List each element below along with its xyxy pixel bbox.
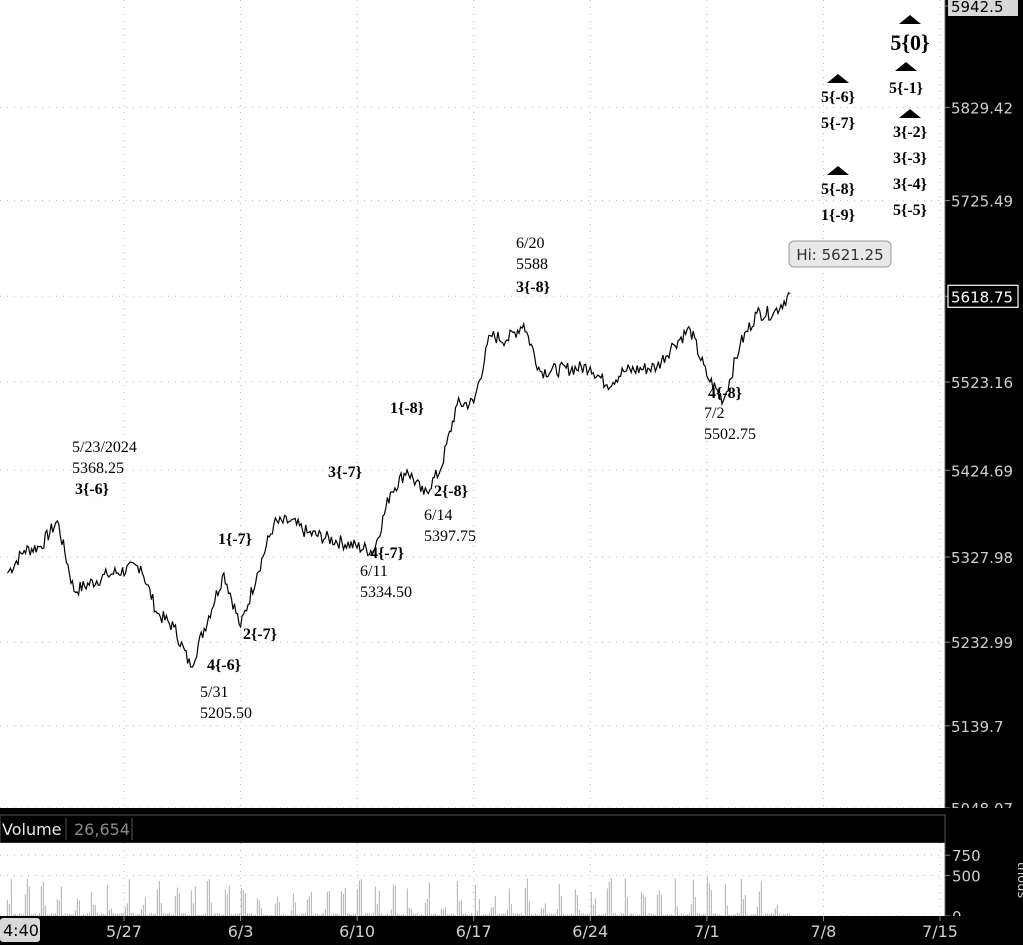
wave-target-4: 5{-8} 1{-9}	[821, 166, 855, 224]
time-cursor-label: 4:40	[3, 921, 39, 940]
volume-axis: 7505000	[945, 847, 981, 926]
wave-label-text: 5/23/2024	[72, 439, 137, 456]
time-axis: 5/27 6/3 6/10 6/17 6/24 7/1 7/8 7/15	[106, 916, 958, 941]
wave-label-4: 3{-7}	[328, 464, 362, 481]
wave-label-text: 5588	[516, 256, 548, 273]
target-wave-label: 1{-9}	[821, 207, 855, 224]
wave-label-text: 5/31	[200, 684, 228, 701]
price-tick-label: 5523.16	[951, 374, 1013, 392]
wave-label-count: 3{-7}	[328, 464, 362, 481]
price-series-line	[6, 291, 791, 669]
target-wave-label: 5{0}	[890, 30, 929, 55]
volume-tick-label: 750	[952, 847, 981, 865]
volume-label: Volume	[2, 820, 62, 839]
price-tick-label: 5232.99	[951, 634, 1013, 652]
target-wave-label: 3{-4}	[893, 176, 927, 193]
wave-label-2: 1{-7}	[218, 531, 252, 548]
price-tick-label: 5424.69	[951, 462, 1013, 480]
price-axis: 5942.5 5829.42 5725.49 5618.75 5523.16 5424.6…	[945, 0, 1019, 818]
wave-label-text: 7/2	[704, 405, 724, 422]
wave-label-text: 6/20	[516, 235, 544, 252]
wave-label-8: 6/20 5588 3{-8}	[516, 235, 550, 296]
last-price-badge	[947, 284, 1019, 308]
target-wave-label: 5{-5}	[893, 202, 927, 219]
volume-header	[0, 814, 946, 844]
wave-label-6: 1{-8}	[390, 400, 424, 417]
wave-label-3: 2{-7}	[243, 626, 277, 643]
wave-label-count: 3{-6}	[75, 481, 109, 498]
wave-label-0: 5/23/2024 5368.25 3{-6}	[72, 439, 137, 498]
price-tick-label: 5139.7	[951, 718, 1004, 736]
wave-label-count: 4{-6}	[207, 657, 241, 674]
high-callout: Hi: 5621.25	[788, 240, 892, 268]
time-tick-label: 7/15	[922, 922, 958, 941]
top-price-label: 5942.5	[951, 0, 1004, 16]
target-wave-label: 5{-1}	[889, 80, 923, 97]
wave-label-1: 5/31 5205.50 4{-6}	[200, 657, 252, 722]
wave-label-count: 4{-8}	[708, 385, 742, 402]
last-price-label: 5618.75	[951, 288, 1013, 306]
wave-label-text: 5397.75	[424, 528, 476, 545]
target-wave-label: 5{-6}	[821, 89, 855, 106]
target-wave-label: 3{-3}	[893, 150, 927, 167]
volume-tick-label: 500	[952, 867, 981, 885]
price-tick-label: 5829.42	[951, 99, 1013, 117]
time-tick-label: 6/3	[228, 922, 254, 941]
wave-label-text: 5368.25	[72, 460, 124, 477]
target-triangle-icon	[899, 15, 921, 24]
wave-label-text: 5502.75	[704, 426, 756, 443]
wave-label-text: 5205.50	[200, 705, 252, 722]
wave-label-text: 6/14	[424, 507, 452, 524]
wave-label-text: 5334.50	[360, 584, 412, 601]
wave-targets: 5{0}5{-1}3{-2}3{-3}3{-4}5{-5}5{-6}5{-7}5…	[821, 15, 930, 224]
wave-target-0: 5{0}	[890, 15, 930, 55]
wave-target-1: 5{-1}	[889, 62, 923, 97]
time-tick-label: 7/8	[811, 922, 837, 941]
time-tick-label: 7/1	[694, 922, 720, 941]
wave-label-count: 4{-7}	[370, 545, 404, 562]
wave-label-count: 1{-8}	[390, 400, 424, 417]
target-wave-label: 5{-8}	[821, 181, 855, 198]
wave-label-7: 6/14 5397.75 2{-8}	[424, 483, 476, 545]
volume-panel	[0, 843, 945, 916]
high-label: Hi: 5621.25	[796, 246, 883, 264]
target-wave-label: 3{-2}	[893, 124, 927, 141]
time-tick-label: 6/10	[339, 922, 375, 941]
target-triangle-icon	[827, 74, 849, 83]
wave-label-count: 3{-8}	[516, 279, 550, 296]
wave-label-text: 6/11	[360, 563, 388, 580]
wave-label-9: 7/2 5502.75 4{-8}	[704, 385, 756, 443]
wave-target-2: 3{-2} 3{-3} 3{-4} 5{-5}	[893, 109, 927, 219]
target-triangle-icon	[895, 62, 917, 71]
price-panel	[0, 0, 945, 808]
price-tick-label: 5725.49	[951, 193, 1013, 211]
volume-unit: thous	[1014, 862, 1023, 899]
target-triangle-icon	[827, 166, 849, 175]
time-tick-label: 6/24	[572, 922, 608, 941]
top-price-badge	[948, 0, 1018, 16]
price-tick-label: 5327.98	[951, 549, 1013, 567]
volume-value: 26,654	[74, 820, 130, 839]
target-wave-label: 5{-7}	[821, 115, 855, 132]
wave-label-count: 2{-7}	[243, 626, 277, 643]
volume-bars	[6, 877, 791, 916]
time-tick-label: 5/27	[106, 922, 142, 941]
target-triangle-icon	[899, 109, 921, 118]
wave-label-count: 2{-8}	[434, 483, 468, 500]
wave-target-3: 5{-6} 5{-7}	[821, 74, 855, 132]
time-tick-label: 6/17	[456, 922, 492, 941]
time-cursor-badge	[0, 918, 40, 942]
wave-annotations: 5/23/2024 5368.25 3{-6} 5/31 5205.50 4{-6} 1{-…	[72, 235, 756, 722]
wave-label-5: 6/11 5334.50 4{-7}	[360, 545, 412, 601]
wave-label-count: 1{-7}	[218, 531, 252, 548]
